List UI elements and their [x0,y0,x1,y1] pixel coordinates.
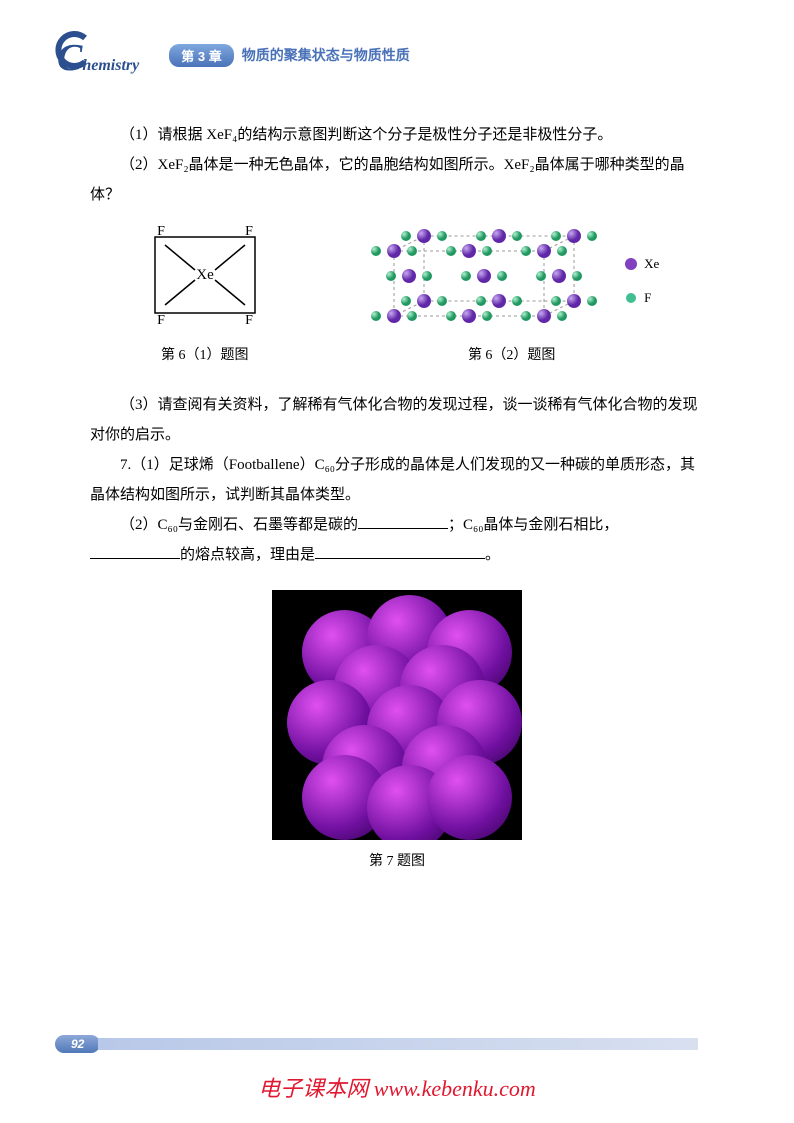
blank-1 [358,511,448,529]
page-number: 92 [55,1035,100,1053]
question-6-1: （1）请根据 XeF₄的结构示意图判断这个分子是极性分子还是非极性分子。 [90,120,704,150]
svg-text:F: F [157,313,165,325]
question-7-1: 7.（1）足球烯（Footballene）C₆₀分子形成的晶体是人们发现的又一种… [90,450,704,510]
svg-text:Xe: Xe [196,267,214,283]
figure-6-2-caption: 第 6（2）题图 [364,342,659,370]
xef2-crystal-diagram [364,226,604,336]
figure-6-1-caption: 第 6（1）题图 [135,342,275,370]
page-header: C hemistry 第 3 章 物质的聚集状态与物质性质 [0,0,794,80]
legend-xe-label: Xe [644,251,659,277]
footer-stripe [98,1038,698,1050]
xef4-structure-diagram: Xe F F F F [135,225,275,325]
c60-crystal-image [272,590,522,840]
logo-c-letter: C [57,36,82,80]
chapter-title: 物质的聚集状态与物质性质 [242,45,410,65]
chapter-heading: 第 3 章 物质的聚集状态与物质性质 [169,44,409,67]
chemistry-logo: C hemistry [55,30,139,80]
chapter-number-pill: 第 3 章 [169,44,233,67]
svg-text:F: F [245,313,253,325]
watermark: 电子课本网 www.kebenku.com [0,1071,794,1103]
figure-6-2: Xe F 第 6（2）题图 [364,226,659,370]
q7-2-text-d: 。 [485,547,500,563]
q7-2-text-a: （2）C₆₀与金刚石、石墨等都是碳的 [120,517,358,533]
legend-f-label: F [644,285,651,311]
svg-text:F: F [245,225,253,239]
question-7-2: （2）C₆₀与金刚石、石墨等都是碳的 ；C₆₀晶体与金刚石相比， 的熔点较高，理由是… [90,510,704,570]
blank-2 [90,541,180,559]
blank-3 [315,541,485,559]
question-6-2: （2）XeF₂晶体是一种无色晶体，它的晶胞结构如图所示。XeF₂晶体属于哪种类型… [90,150,704,210]
page-footer: 92 [55,1035,698,1053]
figure-6-1: Xe F F F F 第 6（1）题图 [135,225,275,370]
figure-row-6: Xe F F F F 第 6（1）题图 [90,225,704,370]
svg-text:F: F [157,225,165,239]
figure-7-caption: 第 7 题图 [90,848,704,876]
logo-text: hemistry [82,57,139,75]
main-content: （1）请根据 XeF₄的结构示意图判断这个分子是极性分子还是非极性分子。 （2）… [0,80,794,876]
crystal-legend: Xe F [624,251,659,311]
q7-2-text-c: 的熔点较高，理由是 [180,547,315,563]
question-6-3: （3）请查阅有关资料，了解稀有气体化合物的发现过程，谈一谈稀有气体化合物的发现对… [90,390,704,450]
q7-2-text-b: ；C₆₀晶体与金刚石相比， [448,517,618,533]
